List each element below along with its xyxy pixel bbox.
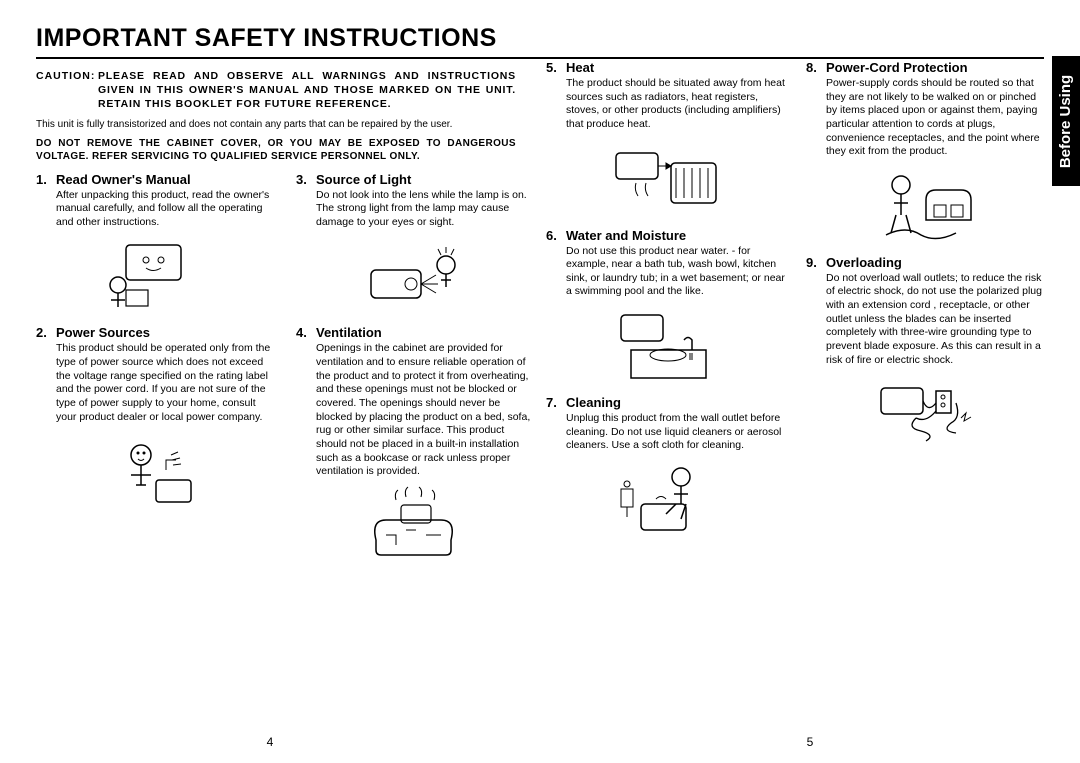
section-num: 7. (546, 395, 566, 410)
column-1: 1.Read Owner's Manual After unpacking th… (36, 172, 276, 575)
section-title: Ventilation (316, 325, 536, 340)
illustration-overload (866, 373, 986, 453)
section-body: The product should be situated away from… (546, 77, 786, 132)
illustration-water (606, 305, 726, 385)
caution-label: CAUTION: (36, 69, 98, 112)
manual-page: IMPORTANT SAFETY INSTRUCTIONS Before Usi… (0, 0, 1080, 763)
section-body: Do not use this product near water. - fo… (546, 245, 786, 300)
left-columns: 1.Read Owner's Manual After unpacking th… (36, 172, 536, 575)
illustration-light (356, 235, 476, 315)
section-body: After unpacking this product, read the o… (36, 189, 276, 230)
section-body: Do not look into the lens while the lamp… (296, 189, 536, 230)
illustration-manual (96, 235, 216, 315)
section-body: Power-supply cords should be routed so t… (806, 77, 1046, 159)
section-num: 5. (546, 60, 566, 75)
section-body: This product should be operated only fro… (36, 342, 276, 424)
section-num: 9. (806, 255, 826, 270)
section-title: Source of Light (316, 172, 536, 187)
page-title: IMPORTANT SAFETY INSTRUCTIONS (36, 24, 1044, 59)
section-num: 2. (36, 325, 56, 340)
illustration-cleaning (606, 459, 726, 539)
column-4: 8.Power-Cord Protection Power-supply cor… (806, 60, 1046, 549)
section-body: Do not overload wall outlets; to reduce … (806, 272, 1046, 367)
section-body: Openings in the cabinet are provided for… (296, 342, 536, 478)
illustration-heat (606, 138, 726, 218)
section-num: 6. (546, 228, 566, 243)
section-4: 4.Ventilation Openings in the cabinet ar… (296, 325, 536, 564)
section-num: 8. (806, 60, 826, 75)
section-title: Read Owner's Manual (56, 172, 276, 187)
section-2: 2.Power Sources This product should be o… (36, 325, 276, 510)
section-7: 7.Cleaning Unplug this product from the … (546, 395, 786, 539)
section-title: Overloading (826, 255, 1046, 270)
section-6: 6.Water and Moisture Do not use this pro… (546, 228, 786, 386)
section-9: 9.Overloading Do not overload wall outle… (806, 255, 1046, 453)
side-tab: Before Using (1052, 56, 1080, 186)
section-num: 4. (296, 325, 316, 340)
illustration-cord (866, 165, 986, 245)
illustration-power (96, 430, 216, 510)
section-body: Unplug this product from the wall outlet… (546, 412, 786, 453)
left-caution-block: CAUTION: PLEASE READ AND OBSERVE ALL WAR… (36, 69, 536, 575)
section-title: Cleaning (566, 395, 786, 410)
danger-note: DO NOT REMOVE THE CABINET COVER, OR YOU … (36, 137, 516, 164)
right-columns: 5.Heat The product should be situated aw… (546, 60, 1046, 549)
caution-block: CAUTION: PLEASE READ AND OBSERVE ALL WAR… (36, 69, 516, 164)
section-5: 5.Heat The product should be situated aw… (546, 60, 786, 218)
section-3: 3.Source of Light Do not look into the l… (296, 172, 536, 316)
caution-text: PLEASE READ AND OBSERVE ALL WARNINGS AND… (98, 69, 516, 112)
section-8: 8.Power-Cord Protection Power-supply cor… (806, 60, 1046, 245)
column-2: 3.Source of Light Do not look into the l… (296, 172, 536, 575)
transistor-note: This unit is fully transistorized and do… (36, 118, 516, 131)
page-num-right: 5 (807, 735, 814, 749)
side-tab-label: Before Using (1058, 74, 1075, 167)
section-title: Power-Cord Protection (826, 60, 1046, 75)
column-3: 5.Heat The product should be situated aw… (546, 60, 786, 549)
section-title: Power Sources (56, 325, 276, 340)
page-num-left: 4 (267, 735, 274, 749)
section-1: 1.Read Owner's Manual After unpacking th… (36, 172, 276, 316)
page-numbers: 4 5 (0, 735, 1080, 749)
section-num: 3. (296, 172, 316, 187)
section-num: 1. (36, 172, 56, 187)
section-title: Water and Moisture (566, 228, 786, 243)
section-title: Heat (566, 60, 786, 75)
illustration-ventilation (356, 485, 476, 565)
